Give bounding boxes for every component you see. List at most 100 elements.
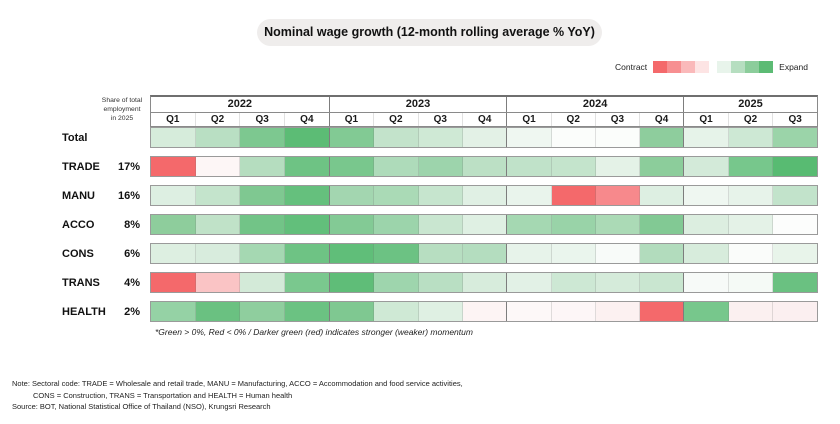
heatmap-cell xyxy=(551,186,596,205)
heatmap-cell xyxy=(728,215,774,234)
heatmap-cell xyxy=(195,302,241,321)
heatmap-cell xyxy=(418,215,463,234)
heatmap-cell xyxy=(684,215,729,234)
heatmap-cell xyxy=(773,273,817,292)
legend-expand-label: Expand xyxy=(779,62,808,72)
heatmap-cell xyxy=(374,157,419,176)
heatmap-cell xyxy=(595,302,640,321)
legend-expand-swatch xyxy=(759,61,774,73)
heatmap-cell xyxy=(507,186,552,205)
quarter-header-2022-Q2: Q2 xyxy=(196,113,241,126)
quarter-header-2025-Q2: Q2 xyxy=(729,113,774,126)
heatmap-cell xyxy=(374,273,419,292)
heatmap-cell xyxy=(595,186,640,205)
heatmap-cell xyxy=(463,157,508,176)
heatmap-cell xyxy=(329,215,375,234)
quarter-header-2022-Q3: Q3 xyxy=(240,113,286,126)
heatmap-cell xyxy=(240,128,286,147)
heatmap-cell xyxy=(418,273,463,292)
heatmap-row-acco xyxy=(150,214,818,235)
heatmap-cell xyxy=(285,186,330,205)
heatmap-cell xyxy=(595,215,640,234)
heatmap-cell xyxy=(684,273,729,292)
heatmap-cell xyxy=(595,128,640,147)
heatmap-cell xyxy=(151,273,196,292)
heatmap-cell xyxy=(463,244,508,263)
heatmap-cell xyxy=(640,157,685,176)
heatmap-cell xyxy=(195,128,241,147)
heatmap-row-cons xyxy=(150,243,818,264)
heatmap-cell xyxy=(595,157,640,176)
heatmap-cell xyxy=(151,128,196,147)
heatmap-cell xyxy=(285,244,330,263)
heatmap-cell xyxy=(374,215,419,234)
heatmap-cell xyxy=(418,302,463,321)
sector-share: 17% xyxy=(117,160,140,173)
heatmap-cell xyxy=(507,157,552,176)
heatmap-cell xyxy=(773,128,817,147)
heatmap-cell xyxy=(240,186,286,205)
heatmap-cell xyxy=(374,244,419,263)
chart-title: Nominal wage growth (12-month rolling av… xyxy=(257,19,602,46)
heatmap-cell xyxy=(728,157,774,176)
heatmap-cell xyxy=(773,186,817,205)
row-label-acco: ACCO 8% xyxy=(62,214,140,235)
quarter-row: Q1 Q2 Q3 Q4 Q1 Q2 Q3 Q4 Q1 Q2 Q3 Q4 Q1 Q2 Q3 xyxy=(151,113,817,126)
heatmap-cell xyxy=(684,302,729,321)
share-column-header: Share of total employment in 2025 xyxy=(101,97,143,122)
row-label-trade: TRADE 17% xyxy=(62,156,140,177)
sector-share: 6% xyxy=(124,247,140,260)
heatmap-row-total xyxy=(150,127,818,148)
heatmap-cell xyxy=(773,302,817,321)
row-label-manu: MANU 16% xyxy=(62,185,140,206)
heatmap-row-trade xyxy=(150,156,818,177)
heatmap-cell xyxy=(195,157,241,176)
heatmap-cell xyxy=(329,273,375,292)
heatmap-cell xyxy=(418,157,463,176)
quarter-header-2023-Q4: Q4 xyxy=(463,113,508,126)
heatmap-cell xyxy=(640,215,685,234)
source-line: Source: BOT, National Statistical Office… xyxy=(12,402,271,411)
heatmap-cell xyxy=(684,186,729,205)
heatmap-cell xyxy=(728,244,774,263)
year-header-2022: 2022 xyxy=(151,97,330,112)
quarter-header-2023-Q1: Q1 xyxy=(330,113,375,126)
legend-expand-swatch xyxy=(717,61,732,73)
heatmap-cell xyxy=(329,186,375,205)
heatmap-row-manu xyxy=(150,185,818,206)
legend-contract-swatches xyxy=(653,61,710,73)
heatmap-cell xyxy=(684,157,729,176)
heatmap-cell xyxy=(240,157,286,176)
legend-contract-swatch xyxy=(695,61,710,73)
sector-name: MANU xyxy=(62,189,95,202)
heatmap-cell xyxy=(773,157,817,176)
heatmap-row-health xyxy=(150,301,818,322)
year-row: 2022 2023 2024 2025 xyxy=(151,97,817,113)
heatmap-cell xyxy=(640,244,685,263)
quarter-header-2023-Q3: Q3 xyxy=(419,113,463,126)
heatmap-cell xyxy=(640,302,685,321)
sector-share: 16% xyxy=(117,189,140,202)
heatmap-cell xyxy=(551,215,596,234)
heatmap-cell xyxy=(151,157,196,176)
note-line-2: CONS = Construction, TRANS = Transportat… xyxy=(33,390,293,400)
sector-share: 2% xyxy=(124,305,140,318)
heatmap-cell xyxy=(551,273,596,292)
legend-contract-label: Contract xyxy=(615,62,648,72)
heatmap-cell xyxy=(773,215,817,234)
heatmap-cell xyxy=(151,215,196,234)
heatmap-cell xyxy=(507,244,552,263)
legend-expand-swatch xyxy=(745,61,760,73)
grid-header: 2022 2023 2024 2025 Q1 Q2 Q3 Q4 Q1 Q2 Q3 Q4 Q1 Q2 Q3 Q… xyxy=(150,95,818,127)
heatmap-cell xyxy=(240,273,286,292)
heatmap-cell xyxy=(463,215,508,234)
heatmap-cell xyxy=(418,128,463,147)
heatmap-cell xyxy=(551,244,596,263)
heatmap-cell xyxy=(329,128,375,147)
heatmap-cell xyxy=(418,244,463,263)
heatmap-cell xyxy=(728,186,774,205)
year-header-2024: 2024 xyxy=(507,97,684,112)
sector-name: TRADE xyxy=(62,160,100,173)
quarter-header-2022-Q4: Q4 xyxy=(285,113,330,126)
